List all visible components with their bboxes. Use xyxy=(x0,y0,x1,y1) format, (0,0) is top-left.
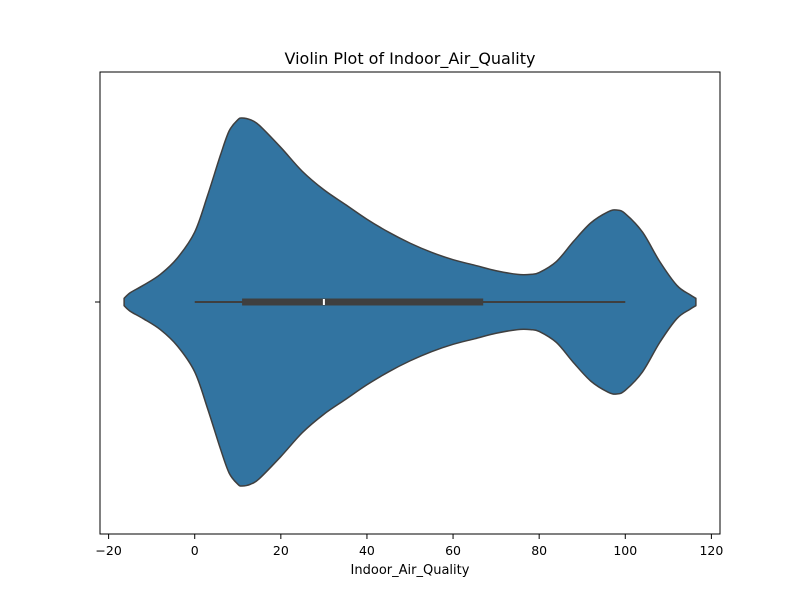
x-tick-label: 60 xyxy=(445,543,461,558)
x-tick-label: 80 xyxy=(531,543,547,558)
chart-title: Violin Plot of Indoor_Air_Quality xyxy=(284,49,535,69)
violin-median-marker xyxy=(322,299,325,305)
x-tick-label: 0 xyxy=(191,543,199,558)
x-tick-label: 100 xyxy=(613,543,637,558)
violin-iqr-box xyxy=(242,298,484,306)
x-tick-label: 120 xyxy=(699,543,723,558)
axes-frame xyxy=(99,71,721,535)
x-axis: −20 0 20 40 60 80 100 120 xyxy=(95,534,723,558)
x-axis-label: Indoor_Air_Quality xyxy=(351,563,470,578)
x-tick-label: 40 xyxy=(359,543,375,558)
x-tick-label: 20 xyxy=(273,543,289,558)
plot-area xyxy=(123,117,697,487)
x-tick-label: −20 xyxy=(95,543,121,558)
